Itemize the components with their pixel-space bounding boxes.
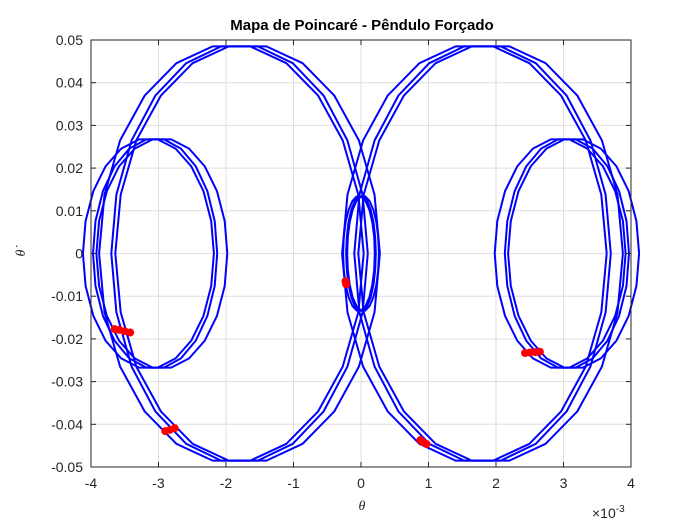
- x-tick-label: -1: [287, 475, 300, 491]
- trajectory-curve: [493, 138, 627, 369]
- y-tick-label: -0.02: [51, 331, 83, 347]
- y-tick-label: -0.01: [51, 288, 83, 304]
- y-axis-label: θ̇: [14, 246, 29, 257]
- trajectory-curve: [95, 138, 229, 369]
- x-tick-label: -3: [152, 475, 165, 491]
- poincare-point: [422, 439, 431, 448]
- trajectory-curve: [353, 45, 612, 462]
- y-tick-labels: -0.05 -0.04 -0.03 -0.02 -0.01 0 0.01 0.02 0.03 0.…: [51, 32, 83, 475]
- y-tick-label: 0.02: [56, 160, 83, 176]
- poincare-points: [110, 277, 544, 448]
- x-tick-label: 3: [560, 475, 568, 491]
- trajectory-curve: [342, 195, 376, 312]
- trajectory-curve: [357, 45, 624, 462]
- x-tick-label: 0: [357, 475, 365, 491]
- y-tick-label: -0.03: [51, 374, 83, 390]
- trajectory-curve: [345, 195, 377, 312]
- chart-title: Mapa de Poincaré - Pêndulo Forçado: [230, 17, 493, 34]
- x-multiplier-exponent: -3: [616, 504, 625, 515]
- y-tick-label: 0.01: [56, 203, 83, 219]
- x-tick-label: 2: [492, 475, 500, 491]
- trajectory-curve: [503, 138, 630, 369]
- trajectory-curve: [110, 45, 369, 462]
- x-tick-label: 4: [627, 475, 635, 491]
- x-tick-label: 1: [425, 475, 433, 491]
- y-tick-label: 0.03: [56, 117, 83, 133]
- x-axis-label: θ: [359, 499, 366, 514]
- x-multiplier: ×10-3: [592, 504, 625, 521]
- x-tick-label: -2: [220, 475, 233, 491]
- trajectory-curve: [346, 195, 380, 312]
- trajectory-curve: [98, 45, 365, 462]
- y-tick-label: 0.05: [56, 32, 83, 48]
- y-tick-label: -0.04: [51, 416, 83, 432]
- poincare-point: [126, 328, 135, 337]
- poincare-point: [342, 280, 351, 289]
- trajectory-curve: [81, 138, 215, 369]
- x-multiplier-base: ×10: [592, 505, 616, 521]
- grid: [90, 39, 632, 468]
- poincare-point: [170, 424, 179, 433]
- ticks: [90, 39, 632, 468]
- poincare-point: [535, 347, 544, 356]
- trajectory-curve: [114, 45, 381, 462]
- x-tick-label: -4: [85, 475, 98, 491]
- y-tick-label: -0.05: [51, 459, 83, 475]
- y-tick-label: 0.04: [56, 75, 83, 91]
- y-tick-label: 0: [75, 246, 83, 262]
- x-tick-labels: -4 -3 -2 -1 0 1 2 3 4: [85, 475, 635, 491]
- trajectory: [81, 45, 641, 462]
